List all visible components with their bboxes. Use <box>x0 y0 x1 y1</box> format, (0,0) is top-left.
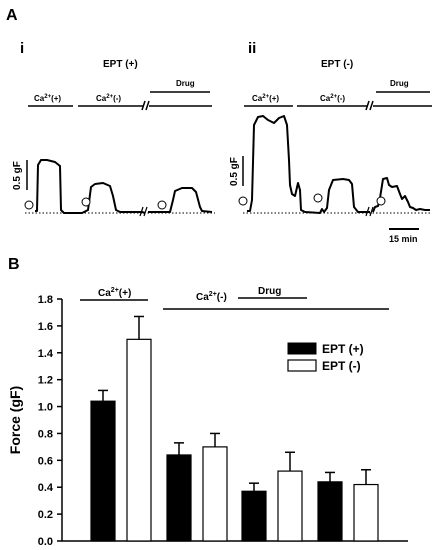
y-axis-label: Force (gF) <box>7 386 23 454</box>
b-drug-label: Drug <box>258 286 281 297</box>
i-trace-break-2 <box>143 206 148 217</box>
y-tick-label: 1.0 <box>38 402 53 414</box>
i-marker-1 <box>24 200 34 210</box>
i-ca-minus-label: Ca2+(-) <box>96 94 121 103</box>
legend-swatch-ept-minus <box>287 359 317 372</box>
ii-drug-label: Drug <box>390 79 409 88</box>
b-ca-minus-label: Ca2+(-) <box>196 291 227 303</box>
i-marker-3 <box>157 200 167 210</box>
bar <box>90 400 116 542</box>
ii-ca-minus-label: Ca2+(-) <box>320 94 345 103</box>
bar <box>277 470 303 542</box>
bar <box>353 483 379 542</box>
legend-label-ept-plus: EPT (+) <box>322 342 364 356</box>
subpanel-i-title: EPT (+) <box>103 59 138 70</box>
legend-swatch-ept-plus <box>287 342 317 355</box>
i-marker-2 <box>81 197 91 207</box>
legend-label-ept-minus: EPT (-) <box>322 359 361 373</box>
ii-marker-1 <box>238 196 248 206</box>
y-tick-label: 1.2 <box>38 375 53 387</box>
y-tick-label: 1.4 <box>38 348 54 360</box>
i-ca-plus-label: Ca2+(+) <box>34 94 61 103</box>
i-break-mark-2 <box>145 100 150 111</box>
ii-trace-break-2 <box>369 206 374 217</box>
panel-b-label: B <box>8 256 20 273</box>
i-trace-break-1 <box>139 206 144 217</box>
y-tick-label: 0.8 <box>38 428 53 440</box>
subpanel-i-label: i <box>20 40 24 57</box>
ii-scale-label: 0.5 gF <box>229 157 240 186</box>
panel-a-label: A <box>6 7 18 24</box>
ii-marker-3 <box>376 196 386 206</box>
i-force-trace <box>35 159 213 214</box>
y-tick-label: 1.8 <box>38 294 53 306</box>
ii-break-mark-1 <box>365 100 370 111</box>
y-tick-label: 1.6 <box>38 321 53 333</box>
ii-force-trace <box>247 115 430 214</box>
i-drug-label: Drug <box>176 79 195 88</box>
subpanel-ii-label: ii <box>248 40 256 57</box>
y-tick-label: 0.4 <box>38 482 54 494</box>
y-axis-ticks: 0.0 0.2 0.4 0.6 0.8 1.0 1.2 1.4 1.6 1.8 <box>38 294 62 548</box>
bar <box>202 446 228 542</box>
i-scale-label: 0.5 gF <box>12 161 23 190</box>
bar <box>241 490 267 542</box>
ii-marker-2 <box>313 193 323 203</box>
y-tick-label: 0.2 <box>38 509 53 521</box>
bar <box>126 338 152 542</box>
b-ca-plus-label: Ca2+(+) <box>98 287 131 299</box>
y-tick-label: 0.6 <box>38 455 53 467</box>
bar <box>317 481 343 542</box>
ii-time-scale-label: 15 min <box>389 234 418 244</box>
ii-trace-break-1 <box>365 206 370 217</box>
subpanel-ii-title: EPT (-) <box>321 59 353 70</box>
bar <box>166 454 192 542</box>
ii-ca-plus-label: Ca2+(+) <box>252 94 279 103</box>
i-break-mark-1 <box>141 100 146 111</box>
ii-break-mark-2 <box>369 100 374 111</box>
bar-series <box>90 315 379 542</box>
y-tick-label: 0.0 <box>38 536 53 548</box>
